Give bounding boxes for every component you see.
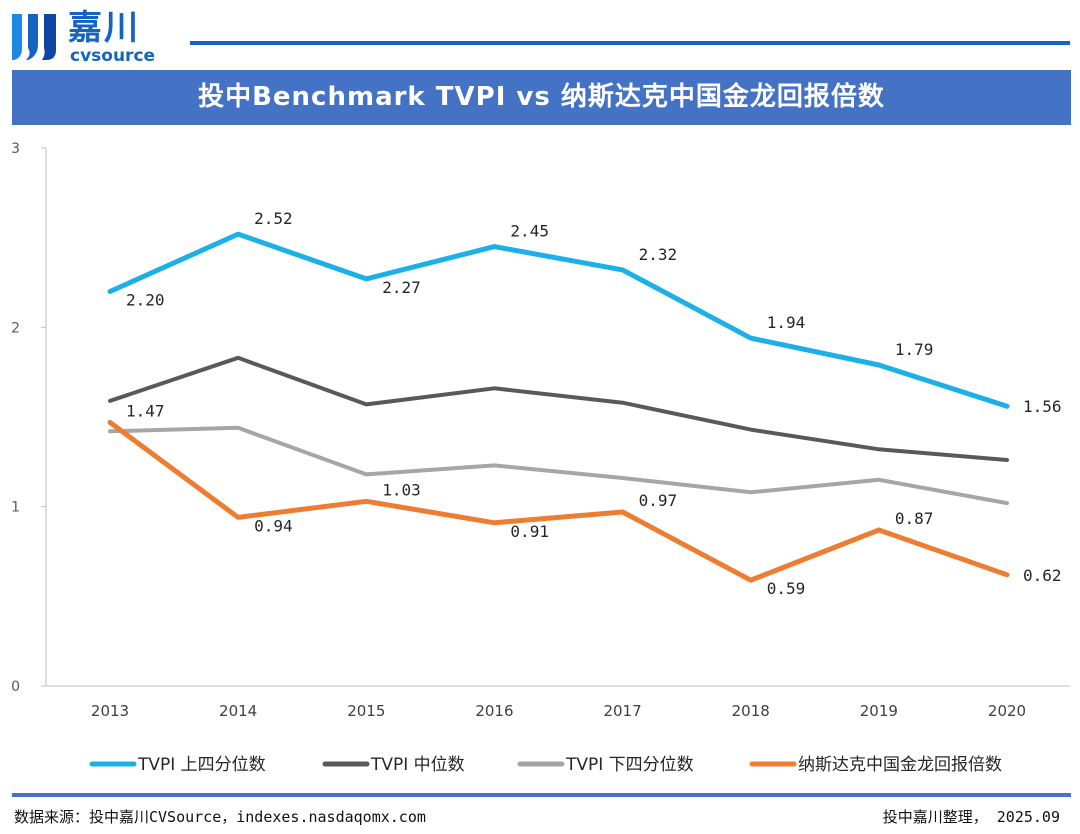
x-tick-label: 2019: [860, 702, 898, 720]
chart-data-labels: 2.20 2.52 2.27 2.45 2.32 1.94 1.79 1.56 1.47 0.94…: [126, 209, 1062, 598]
footer-divider: [12, 793, 1071, 797]
data-label: 1.03: [382, 480, 421, 499]
data-label: 2.32: [639, 245, 678, 264]
chart-legend: TVPI 上四分位数 TVPI 中位数 TVPI 下四分位数 纳斯达克中国金龙回报倍数: [89, 755, 1002, 775]
series-line-3: [108, 425, 1009, 506]
line-chart: 0 1 2 3 2013 2014 2015 2016 2017 2018 2019 2020 2.2…: [11, 141, 1070, 775]
series-line-2: [108, 355, 1009, 462]
data-label: 0.97: [639, 491, 678, 510]
data-label: 0.91: [510, 522, 549, 541]
x-tick-label: 2018: [732, 702, 770, 720]
y-tick-label: 3: [11, 141, 20, 157]
cvsource-logo: 嘉川 cvsource: [8, 6, 168, 66]
x-tick-label: 2020: [988, 702, 1026, 720]
x-tick-label: 2013: [91, 702, 129, 720]
chart-series-lines: [107, 231, 1010, 583]
header-divider: [190, 41, 1070, 45]
x-tick-label: 2015: [347, 702, 385, 720]
data-label: 0.59: [767, 579, 806, 598]
data-source-note: 数据来源：投中嘉川CVSource，indexes.nasdaqomx.com: [14, 808, 426, 826]
data-label: 1.47: [126, 401, 165, 420]
data-label: 2.45: [510, 222, 549, 241]
logo-english-name: cvsource: [70, 46, 156, 66]
legend-label-4: 纳斯达克中国金龙回报倍数: [798, 755, 1002, 775]
data-label: 2.52: [254, 209, 293, 228]
x-tick-label: 2014: [219, 702, 257, 720]
y-tick-label: 0: [11, 679, 20, 695]
data-label: 1.94: [767, 313, 806, 332]
y-tick-label: 2: [11, 320, 20, 336]
x-tick-label: 2017: [603, 702, 641, 720]
data-label: 0.62: [1023, 566, 1062, 585]
data-label: 2.20: [126, 290, 165, 309]
legend-label-1: TVPI 上四分位数: [137, 755, 266, 775]
credit-note: 投中嘉川整理， 2025.09: [882, 808, 1060, 826]
logo-chinese-name: 嘉川: [68, 8, 140, 48]
legend-label-3: TVPI 下四分位数: [565, 755, 694, 775]
cvsource-logo-mark-icon: [12, 14, 56, 60]
chart-axes: 0 1 2 3 2013 2014 2015 2016 2017 2018 2019 2020: [11, 141, 1070, 720]
x-tick-label: 2016: [475, 702, 513, 720]
series-line-4: [107, 419, 1010, 583]
series-line-1: [107, 231, 1010, 409]
legend-label-2: TVPI 中位数: [370, 755, 465, 775]
data-label: 0.94: [254, 516, 293, 535]
chart-title: 投中Benchmark TVPI vs 纳斯达克中国金龙回报倍数: [12, 70, 1071, 125]
data-label: 0.87: [895, 509, 934, 528]
data-label: 2.27: [382, 278, 421, 297]
y-tick-label: 1: [11, 500, 20, 516]
data-label: 1.56: [1023, 397, 1062, 416]
data-label: 1.79: [895, 340, 934, 359]
